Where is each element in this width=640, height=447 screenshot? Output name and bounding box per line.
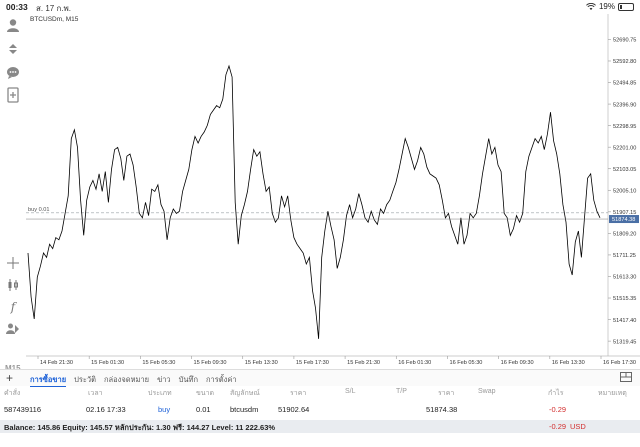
time-axis: 14 Feb 21:30 15 Feb 01:30 15 Feb 05:30 15 F… [37,356,636,366]
column-header[interactable]: T/P [396,388,407,395]
tab-0[interactable]: การซื้อขาย [30,374,67,387]
total-profit: -0.29 [549,422,567,431]
account-icon[interactable] [4,16,22,34]
terminal-tabs: การซื้อขาย ประวัติ กล่องจดหมาย ข่าว บันทึก กา… [30,374,237,387]
column-header[interactable]: หมายเหตุ [598,390,627,397]
price-tick-label: 52298.95 [613,124,636,130]
price-tick-label: 51613.30 [613,275,636,281]
time-tick-label: 16 Feb 13:30 [552,360,585,366]
current-price-text: 51874.38 [612,217,635,223]
price-tick-label: 51809.20 [613,232,636,238]
time-tick-label: 16 Feb 05:30 [449,360,482,366]
balance-bar: Balance: 145.86 Equity: 145.57 หลักประกั… [0,420,640,433]
price-tick-label: 51907.15 [613,210,636,216]
time-tick-label: 15 Feb 13:30 [245,360,278,366]
column-header[interactable]: ขนาด [196,390,215,397]
table-row[interactable]: 587439116 02.16 17:33 buy 0.01 btcusdm 51902.… [0,403,640,417]
tab-1[interactable]: ประวัติ [74,375,97,384]
tab-5[interactable]: การตั้งค่า [206,375,237,384]
chart-grid [26,14,640,357]
price-tick-label: 51417.40 [613,318,636,324]
price-series-line [27,64,601,339]
price-axis: 52690.75 52592.80 52494.85 52396.90 52298.95… [608,38,636,345]
battery-percent: 19% [598,2,615,11]
chat-icon[interactable] [4,64,22,82]
indicators-icon[interactable]: f [10,300,16,314]
tab-2[interactable]: กล่องจดหมาย [104,375,150,384]
column-header[interactable]: กำไร [548,390,564,397]
time-tick-label: 15 Feb 01:30 [91,360,124,366]
column-header[interactable]: ประเภท [148,390,172,397]
price-tick-label: 52396.90 [613,102,636,108]
bottom-tab-bar: + การซื้อขาย ประวัติ กล่องจดหมาย ข่าว บันทึก… [0,369,640,387]
chart-canvas[interactable]: 52690.75 52592.80 52494.85 52396.90 52298.95… [26,14,640,369]
column-header[interactable]: คำสั่ง [4,390,21,397]
time-tick-label: 16 Feb 17:30 [603,360,636,366]
price-tick-label: 52201.00 [613,145,636,151]
price-tick-label: 52103.05 [613,167,636,173]
time-tick-label: 15 Feb 17:30 [296,360,329,366]
add-icon[interactable]: + [6,371,14,385]
wifi-icon [586,2,596,10]
price-tick-label: 51711.25 [613,253,636,259]
order-level-label: buy 0.01 [28,207,49,213]
time-tick-label: 14 Feb 21:30 [40,360,73,366]
balance-summary: Balance: 145.86 Equity: 145.57 หลักประกั… [4,423,276,432]
tab-3[interactable]: ข่าว [157,375,171,384]
battery-icon [618,2,634,11]
positions-table-header: คำสั่ง เวลา ประเภท ขนาด สัญลักษณ์ ราคา S/L T/P ร… [0,388,640,400]
bottom-strip [0,433,640,447]
column-header[interactable]: S/L [345,388,356,395]
cell-symbol: btcusdm [230,405,259,414]
account-currency: USD [570,422,586,431]
time-tick-label: 15 Feb 09:30 [194,360,227,366]
clock-time: 00:33 [6,2,28,12]
time-tick-label: 15 Feb 21:30 [347,360,380,366]
time-tick-label: 16 Feb 09:30 [501,360,534,366]
crosshair-icon[interactable] [4,254,22,272]
cell-open-price: 51902.64 [278,405,310,414]
timeframe-label[interactable]: M15 [5,364,21,373]
column-header[interactable]: Swap [478,388,496,395]
price-tick-label: 52690.75 [613,38,636,44]
column-header[interactable]: ราคา [438,390,455,397]
price-tick-label: 52494.85 [613,81,636,87]
left-toolbar: f M15 [0,14,26,373]
price-tick-label: 51515.35 [613,296,636,302]
tab-4[interactable]: บันทึก [178,375,199,384]
cell-price: 51874.38 [426,405,458,414]
status-bar: 00:33 ส. 17 ก.พ. 19% [0,0,640,14]
status-right: 19% [586,2,634,11]
column-header[interactable]: เวลา [88,390,103,397]
trade-arrows-icon[interactable] [4,40,22,58]
cell-size: 0.01 [196,405,211,414]
time-tick-label: 16 Feb 01:30 [398,360,431,366]
symbol-label: BTCUSDm, M15 [30,16,79,23]
new-order-icon[interactable] [4,86,22,104]
layout-toggle-icon[interactable] [620,372,632,382]
chart-type-icon[interactable] [4,276,22,294]
status-date: ส. 17 ก.พ. [36,4,72,13]
cell-type: buy [158,405,171,414]
time-tick-label: 15 Feb 05:30 [142,360,175,366]
objects-icon[interactable] [4,320,22,338]
price-tick-label: 52005.10 [613,188,636,194]
cell-time: 02.16 17:33 [86,405,126,414]
price-tick-label: 51319.45 [613,339,636,345]
column-header[interactable]: ราคา [290,390,307,397]
price-chart[interactable]: 52690.75 52592.80 52494.85 52396.90 52298.95… [26,14,640,369]
column-header[interactable]: สัญลักษณ์ [230,390,260,397]
cell-order: 587439116 [4,405,41,414]
price-tick-label: 52592.80 [613,59,636,65]
current-price-tag [609,215,639,224]
cell-profit: -0.29 [549,405,567,414]
